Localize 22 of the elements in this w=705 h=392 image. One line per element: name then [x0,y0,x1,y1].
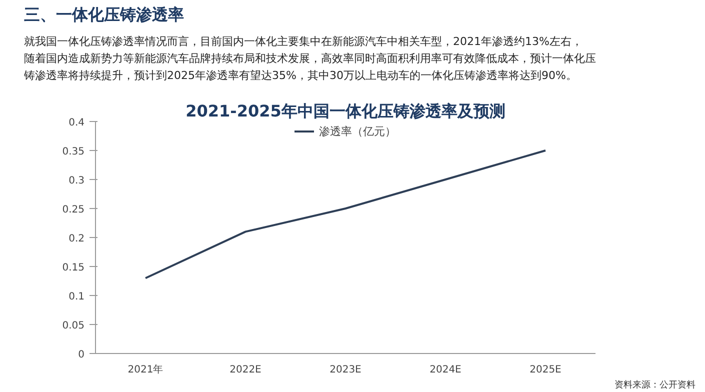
x-tick-label: 2024E [430,364,462,376]
chart-title: 2021-2025年中国一体化压铸渗透率及预测 [186,102,506,120]
y-tick-label: 0 [78,350,85,360]
y-tick-label: 0.2 [68,234,85,244]
x-tick-label: 2022E [230,364,262,376]
x-tick-label: 2023E [330,364,362,376]
y-tick-label: 0.05 [62,320,84,332]
legend-label: 渗透率（亿元） [319,124,396,138]
line-series [144,150,546,280]
text: 铸渗透率将持续提升，预计到2025年渗透率有望达35%，其中30万以上电动车的一体化压铸渗透率将达到90%。 [24,68,578,84]
text: 随着国内造成新势力等新能源汽车品牌持续布局和技术发展，高效率同时高面积利用率可有效降低成本，预计一体化压 [24,50,596,67]
y-tick-label: 0.4 [68,118,85,128]
text: 资料来源：公开资料 [614,380,696,390]
y-tick-label: 0.25 [62,204,84,216]
text: 就我国一体化压铸渗透率情况而言，目前国内一体化主要集中在新能源汽车中相关车型，2021年渗透约13%左右， [24,34,584,50]
y-tick-label: 0.35 [62,146,84,158]
x-tick-label: 2021年 [128,364,164,376]
x-tick-label: 2025E [530,364,562,376]
y-tick-label: 0.1 [68,292,85,302]
y-tick-label: 0.3 [68,176,85,186]
chart-subtitle: 三、一体化压铸渗透率 [24,4,185,26]
y-tick-label: 0.15 [62,262,84,274]
